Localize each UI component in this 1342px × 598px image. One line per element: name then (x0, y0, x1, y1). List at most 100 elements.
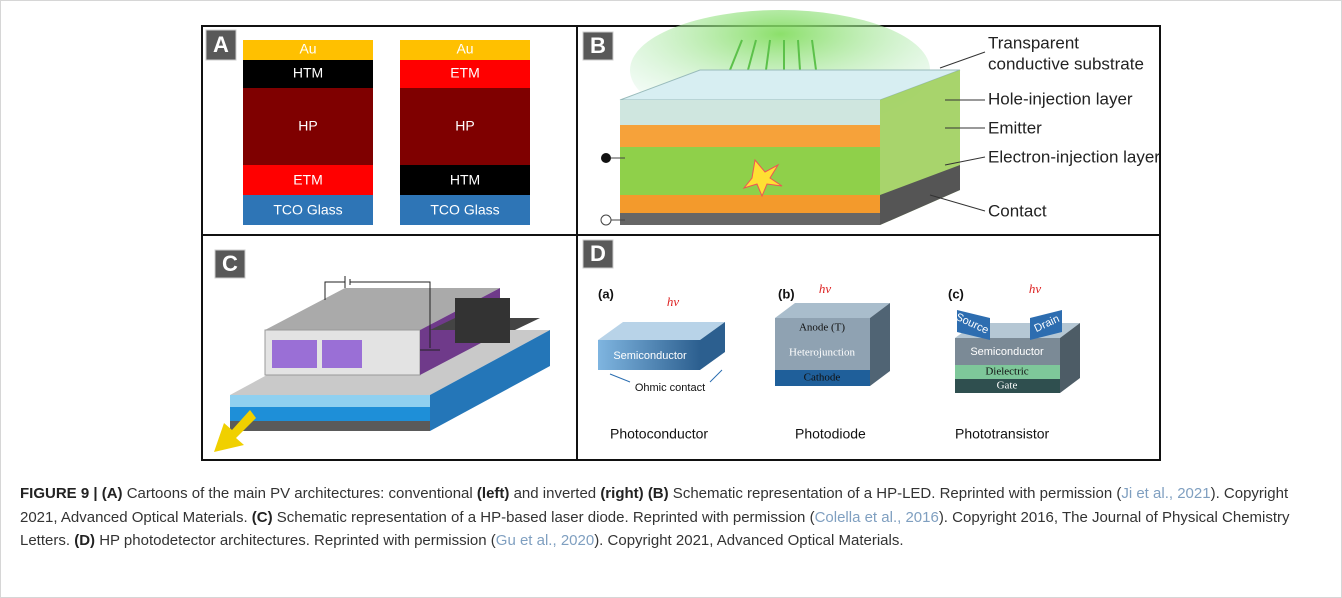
layer (400, 40, 530, 60)
caption-text: (D) (74, 532, 96, 550)
layer (243, 88, 373, 165)
device-face (955, 379, 1060, 393)
layer (400, 195, 530, 225)
layer (243, 165, 373, 195)
panel-label-box (205, 29, 237, 61)
layer-label: Dielectric (985, 366, 1028, 378)
layer (400, 88, 530, 165)
layer-label: Cathode (804, 372, 841, 384)
electrode (455, 298, 510, 343)
panel-b: B Transparent conductive substrate Hole-… (582, 10, 1160, 226)
panel-label: B (590, 33, 606, 58)
callout: conductive substrate (988, 54, 1144, 73)
emitter (620, 147, 880, 195)
caption-text: (C) (251, 508, 273, 526)
caption-text: HP photodetector architectures. Reprinte… (95, 532, 496, 550)
callout: Contact (988, 201, 1047, 220)
layer-label: ETM (293, 172, 323, 188)
panel-label-box (582, 31, 614, 61)
terminal (601, 153, 611, 163)
device-side (700, 322, 725, 370)
callout-lines (929, 51, 986, 212)
device-face (775, 318, 870, 370)
layer (243, 195, 373, 225)
callout: Emitter (988, 118, 1042, 137)
circuit (324, 276, 440, 351)
citation-link[interactable]: Ji et al., 2021 (1121, 485, 1211, 502)
emission-rays (729, 39, 817, 71)
caption-text: (left) (476, 485, 510, 502)
caption-text: FIGURE 9 | (A) (20, 485, 123, 502)
device-tag: (a) (598, 286, 614, 301)
layer-label: HTM (293, 65, 323, 81)
callout: Electron-injection layer (988, 147, 1160, 166)
caption-text: ). Copyright 2021, Advanced Optical Mate… (594, 532, 904, 550)
layer-label: HP (298, 118, 317, 134)
panel-label: A (213, 32, 229, 57)
panel-label-box (214, 249, 246, 279)
hole-injection (620, 125, 880, 147)
caption-text: ). Copyright 2016, The Journal of Physic… (20, 508, 1294, 550)
device-name: Photoconductor (610, 426, 708, 442)
callout: Hole-injection layer (988, 89, 1133, 108)
panel-a: A Au HTM HP ETM TCO Glass Au ETM HP HTM … (205, 29, 530, 225)
side-base (880, 165, 960, 225)
recombination (742, 158, 783, 198)
layer (400, 165, 530, 195)
slab-side (430, 330, 550, 431)
caption-text: Schematic representation of a HP-based l… (272, 508, 815, 526)
layer-label: TCO Glass (430, 202, 499, 218)
layer-label: Semiconductor (613, 350, 687, 362)
layer-label: TCO Glass (273, 202, 342, 218)
layer-label: Au (299, 41, 316, 57)
device-face (775, 370, 870, 386)
layer-label: ETM (450, 65, 480, 81)
layer (400, 60, 530, 88)
layer-label: Ohmic contact (635, 382, 705, 394)
panel-label: C (222, 251, 238, 276)
caption-text: ). Copyright 2021, Advanced Optical Mate… (20, 485, 1293, 526)
base (620, 213, 880, 225)
electrode (957, 310, 990, 340)
electrode (1030, 310, 1062, 340)
device-face (598, 340, 700, 370)
device-tag: (b) (778, 286, 795, 301)
caption-text: Schematic representation of a HP-LED. Re… (668, 485, 1122, 502)
layer (243, 40, 373, 60)
slab-layer (230, 395, 430, 407)
device-name: Photodiode (795, 426, 866, 442)
photon: hv (1029, 281, 1042, 296)
citation-link[interactable]: Gu et al., 2020 (495, 532, 595, 550)
layer-label: Gate (997, 380, 1018, 392)
device-face (955, 365, 1060, 379)
panel-d: D (a) (b) (c) hv Semiconductor Ohmic con… (582, 239, 1080, 442)
photon: hv (819, 281, 832, 296)
terminal (600, 214, 612, 226)
layer-label: HP (455, 118, 474, 134)
layer-label: Au (456, 41, 473, 57)
layer-label: HTM (450, 172, 480, 188)
device-tag: (c) (948, 286, 964, 301)
caption-text: Cartoons of the main PV architectures: c… (122, 485, 477, 502)
panel-label-box (582, 239, 614, 269)
layer (243, 60, 373, 88)
photon: hv (667, 294, 680, 309)
callout: Transparent (988, 33, 1079, 52)
caption-text: (right) (600, 485, 644, 502)
layer-label: Semiconductor (970, 346, 1044, 358)
device-face (955, 338, 1060, 365)
figure-caption: FIGURE 9 | (A) Cartoons of the main PV a… (20, 482, 1325, 553)
citation-link[interactable]: Colella et al., 2016 (814, 508, 939, 526)
device-top (775, 303, 890, 318)
arrows (609, 369, 723, 383)
slab-layer (230, 407, 430, 421)
caption-text: and inverted (509, 485, 601, 502)
device-top (598, 322, 725, 340)
device-side (870, 303, 890, 386)
ridge-top (265, 288, 500, 330)
slab-layer (230, 421, 430, 431)
laser-beam (214, 410, 256, 452)
substrate (620, 100, 880, 125)
